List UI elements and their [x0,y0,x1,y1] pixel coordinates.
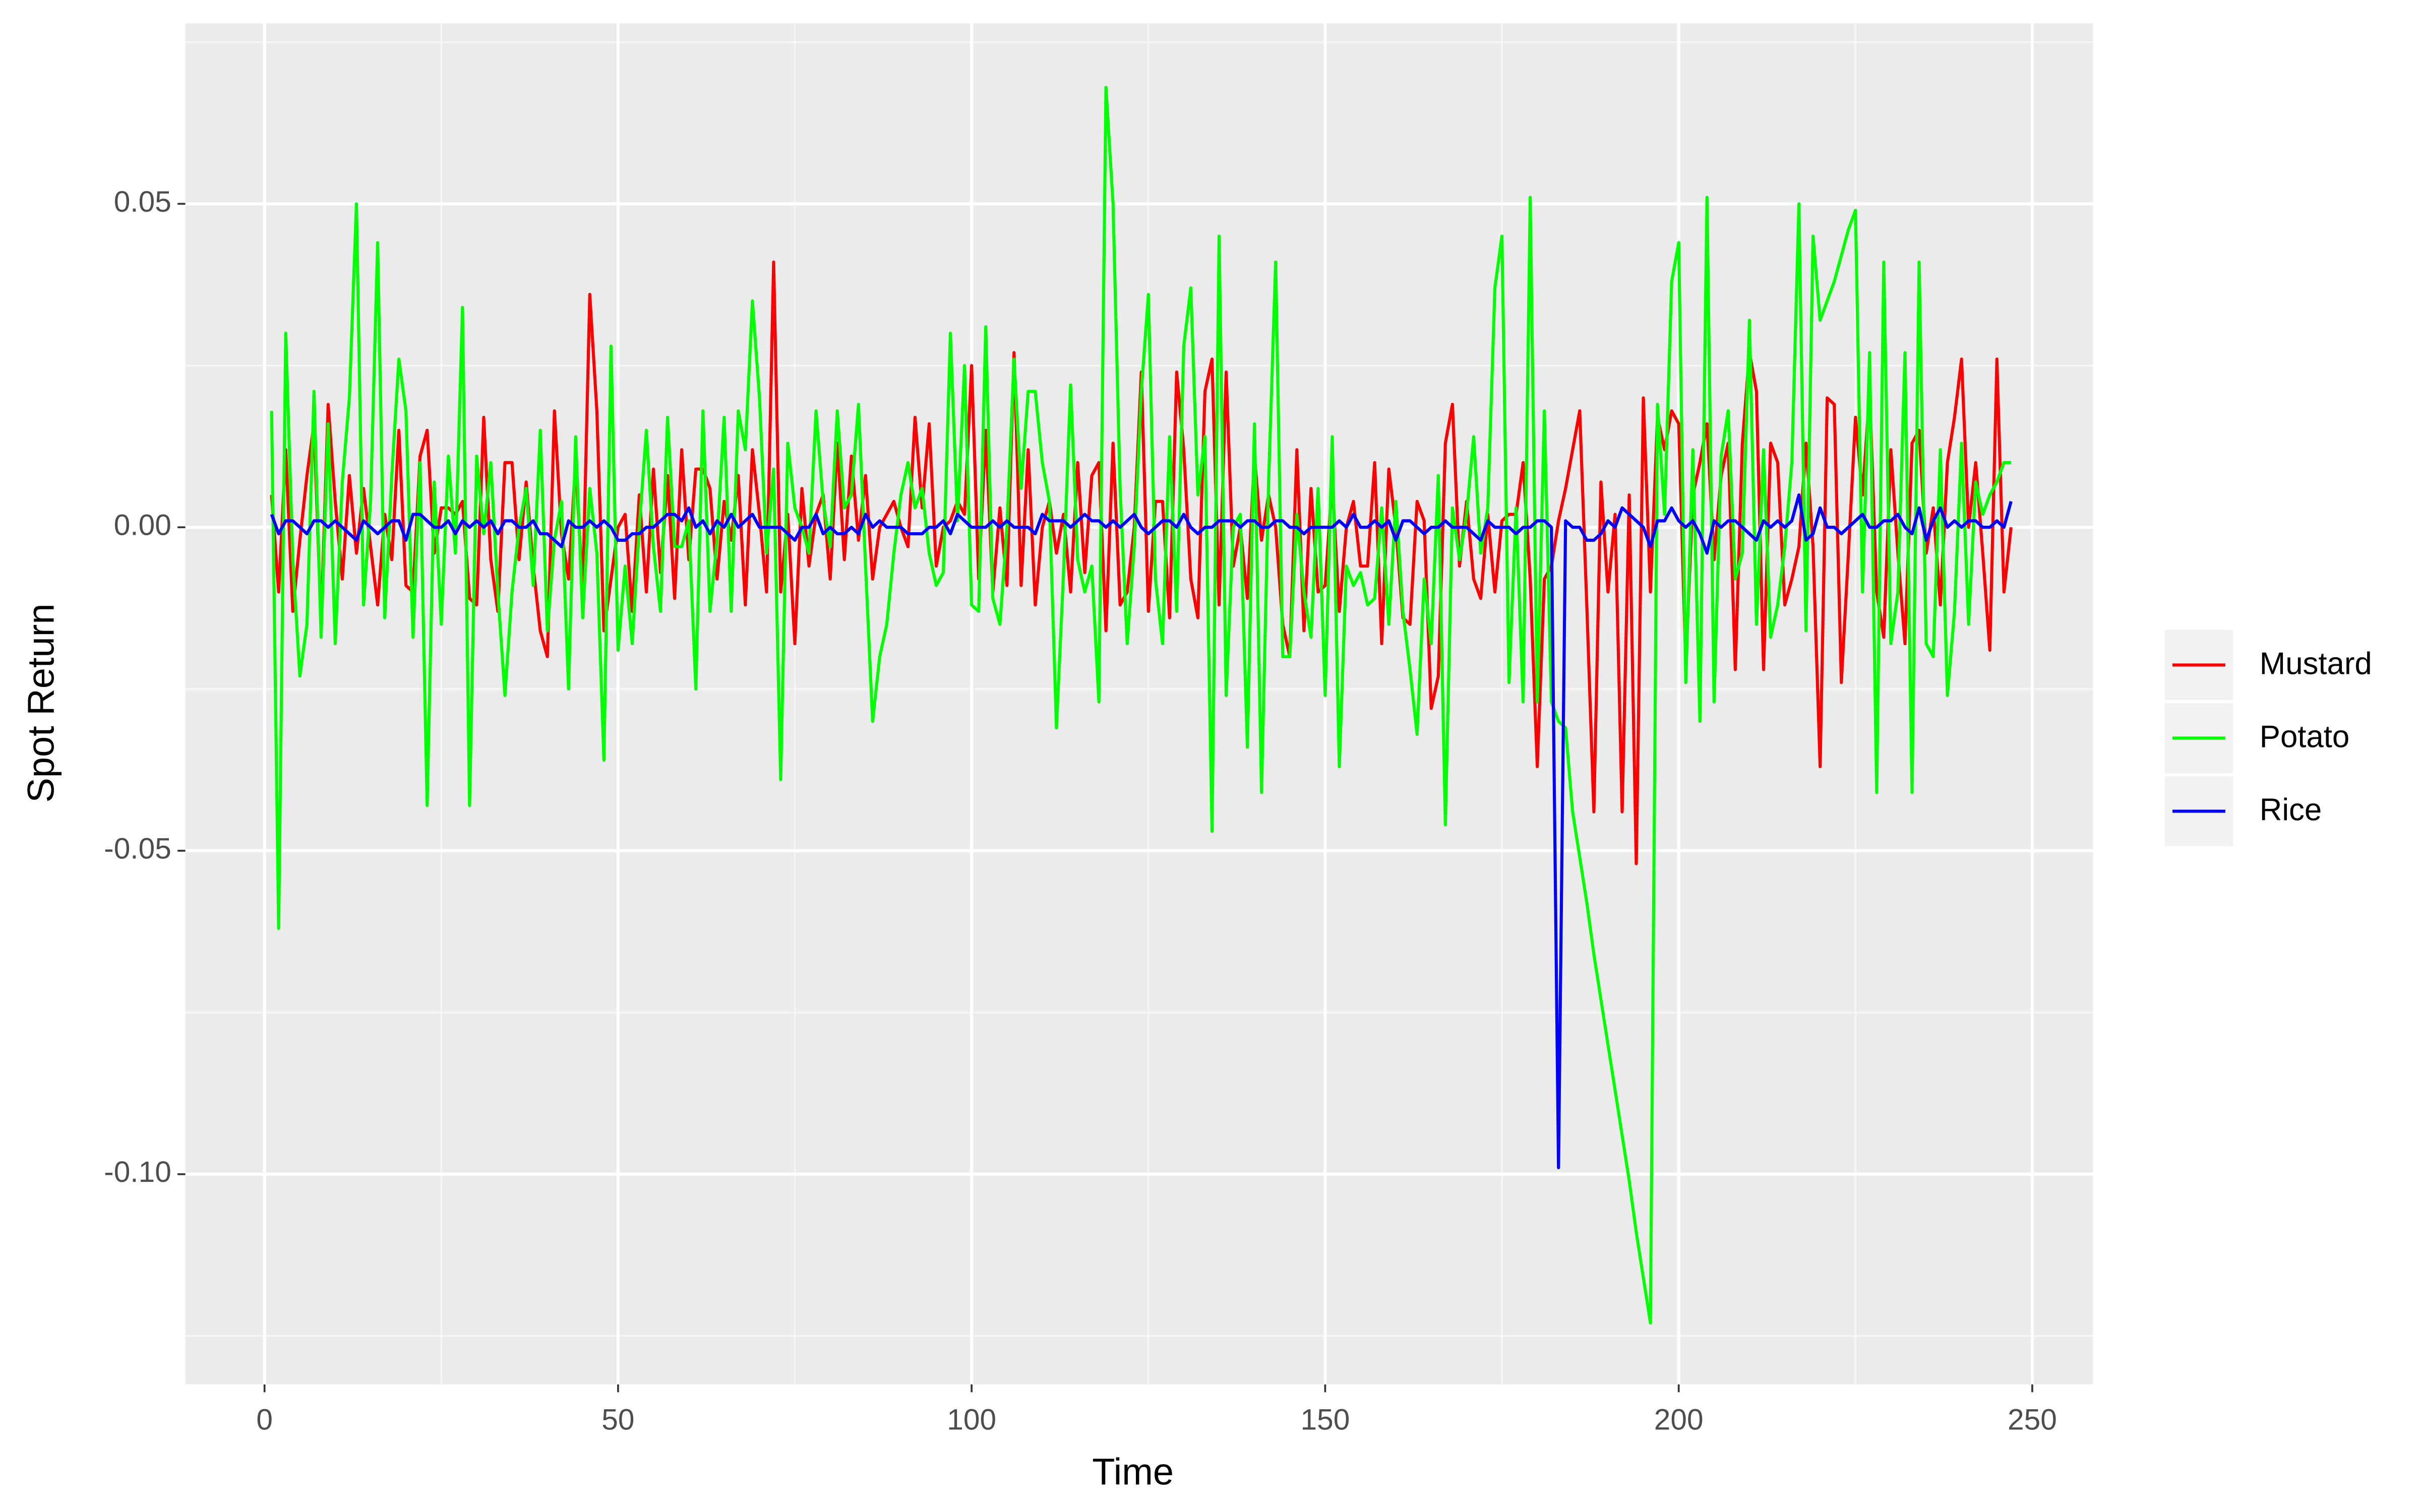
y-tick-label: 0.05 [114,185,171,218]
legend-label: Mustard [2260,646,2372,681]
legend-label: Rice [2260,792,2322,827]
x-tick-label: 100 [947,1403,996,1436]
y-axis-title: Spot Return [20,603,62,802]
y-tick-label: 0.00 [114,509,171,542]
y-tick-label: -0.10 [104,1156,171,1188]
x-tick-label: 0 [256,1403,273,1436]
x-axis-title: Time [1092,1451,1174,1492]
x-tick-label: 50 [601,1403,634,1436]
plot-panel [185,23,2093,1384]
y-tick-label: -0.05 [104,832,171,865]
legend-label: Potato [2260,719,2349,754]
x-tick-label: 150 [1301,1403,1350,1436]
x-tick-label: 250 [2008,1403,2057,1436]
series-line [270,493,2013,1169]
series-line [270,86,2011,1325]
x-tick-label: 200 [1654,1403,1704,1436]
